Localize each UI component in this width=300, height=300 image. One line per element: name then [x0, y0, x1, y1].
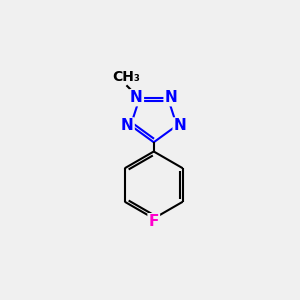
Text: N: N	[174, 118, 186, 134]
Text: CH₃: CH₃	[112, 70, 140, 84]
Text: N: N	[130, 90, 143, 105]
Text: N: N	[121, 118, 134, 134]
Text: N: N	[165, 90, 177, 105]
Text: F: F	[148, 214, 159, 229]
